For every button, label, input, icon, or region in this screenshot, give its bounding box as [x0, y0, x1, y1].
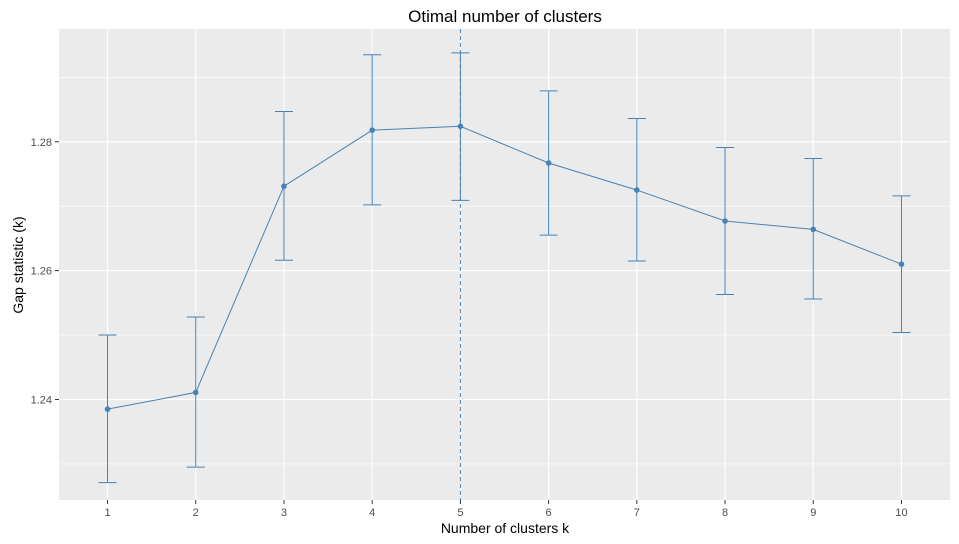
minor-grid [59, 77, 950, 465]
x-axis-title: Number of clusters k [441, 520, 570, 536]
x-tick-label: 10 [895, 507, 907, 519]
chart-title: Otimal number of clusters [408, 7, 602, 26]
y-axis: 1.24 1.26 1.28 [31, 137, 59, 406]
x-tick-label: 4 [369, 507, 375, 519]
data-point [545, 160, 552, 166]
x-tick-label: 7 [634, 507, 640, 519]
y-tick-label: 1.26 [31, 266, 52, 278]
data-point [634, 187, 640, 193]
data-points [104, 123, 905, 412]
x-tick-label: 2 [193, 507, 199, 519]
data-point [722, 218, 728, 224]
x-tick-label: 6 [546, 507, 552, 519]
data-point [192, 389, 199, 396]
plot-panel [59, 29, 950, 500]
x-tick-label: 9 [810, 507, 816, 519]
x-tick-label: 1 [104, 507, 110, 519]
data-point [281, 183, 287, 190]
data-point [104, 406, 111, 412]
x-tick-label: 3 [281, 507, 287, 519]
data-point [457, 123, 464, 130]
data-point [810, 226, 817, 233]
x-tick-label: 5 [457, 507, 463, 519]
series-line-gap [107, 125, 902, 410]
data-point [898, 261, 905, 267]
x-axis: 1 2 3 4 5 6 7 8 9 10 [104, 500, 908, 519]
y-tick-label: 1.24 [31, 394, 52, 406]
y-tick-label: 1.28 [31, 137, 52, 149]
y-axis-title: Gap statistic (k) [10, 216, 26, 313]
x-tick-label: 8 [722, 507, 728, 519]
data-point [369, 127, 375, 133]
